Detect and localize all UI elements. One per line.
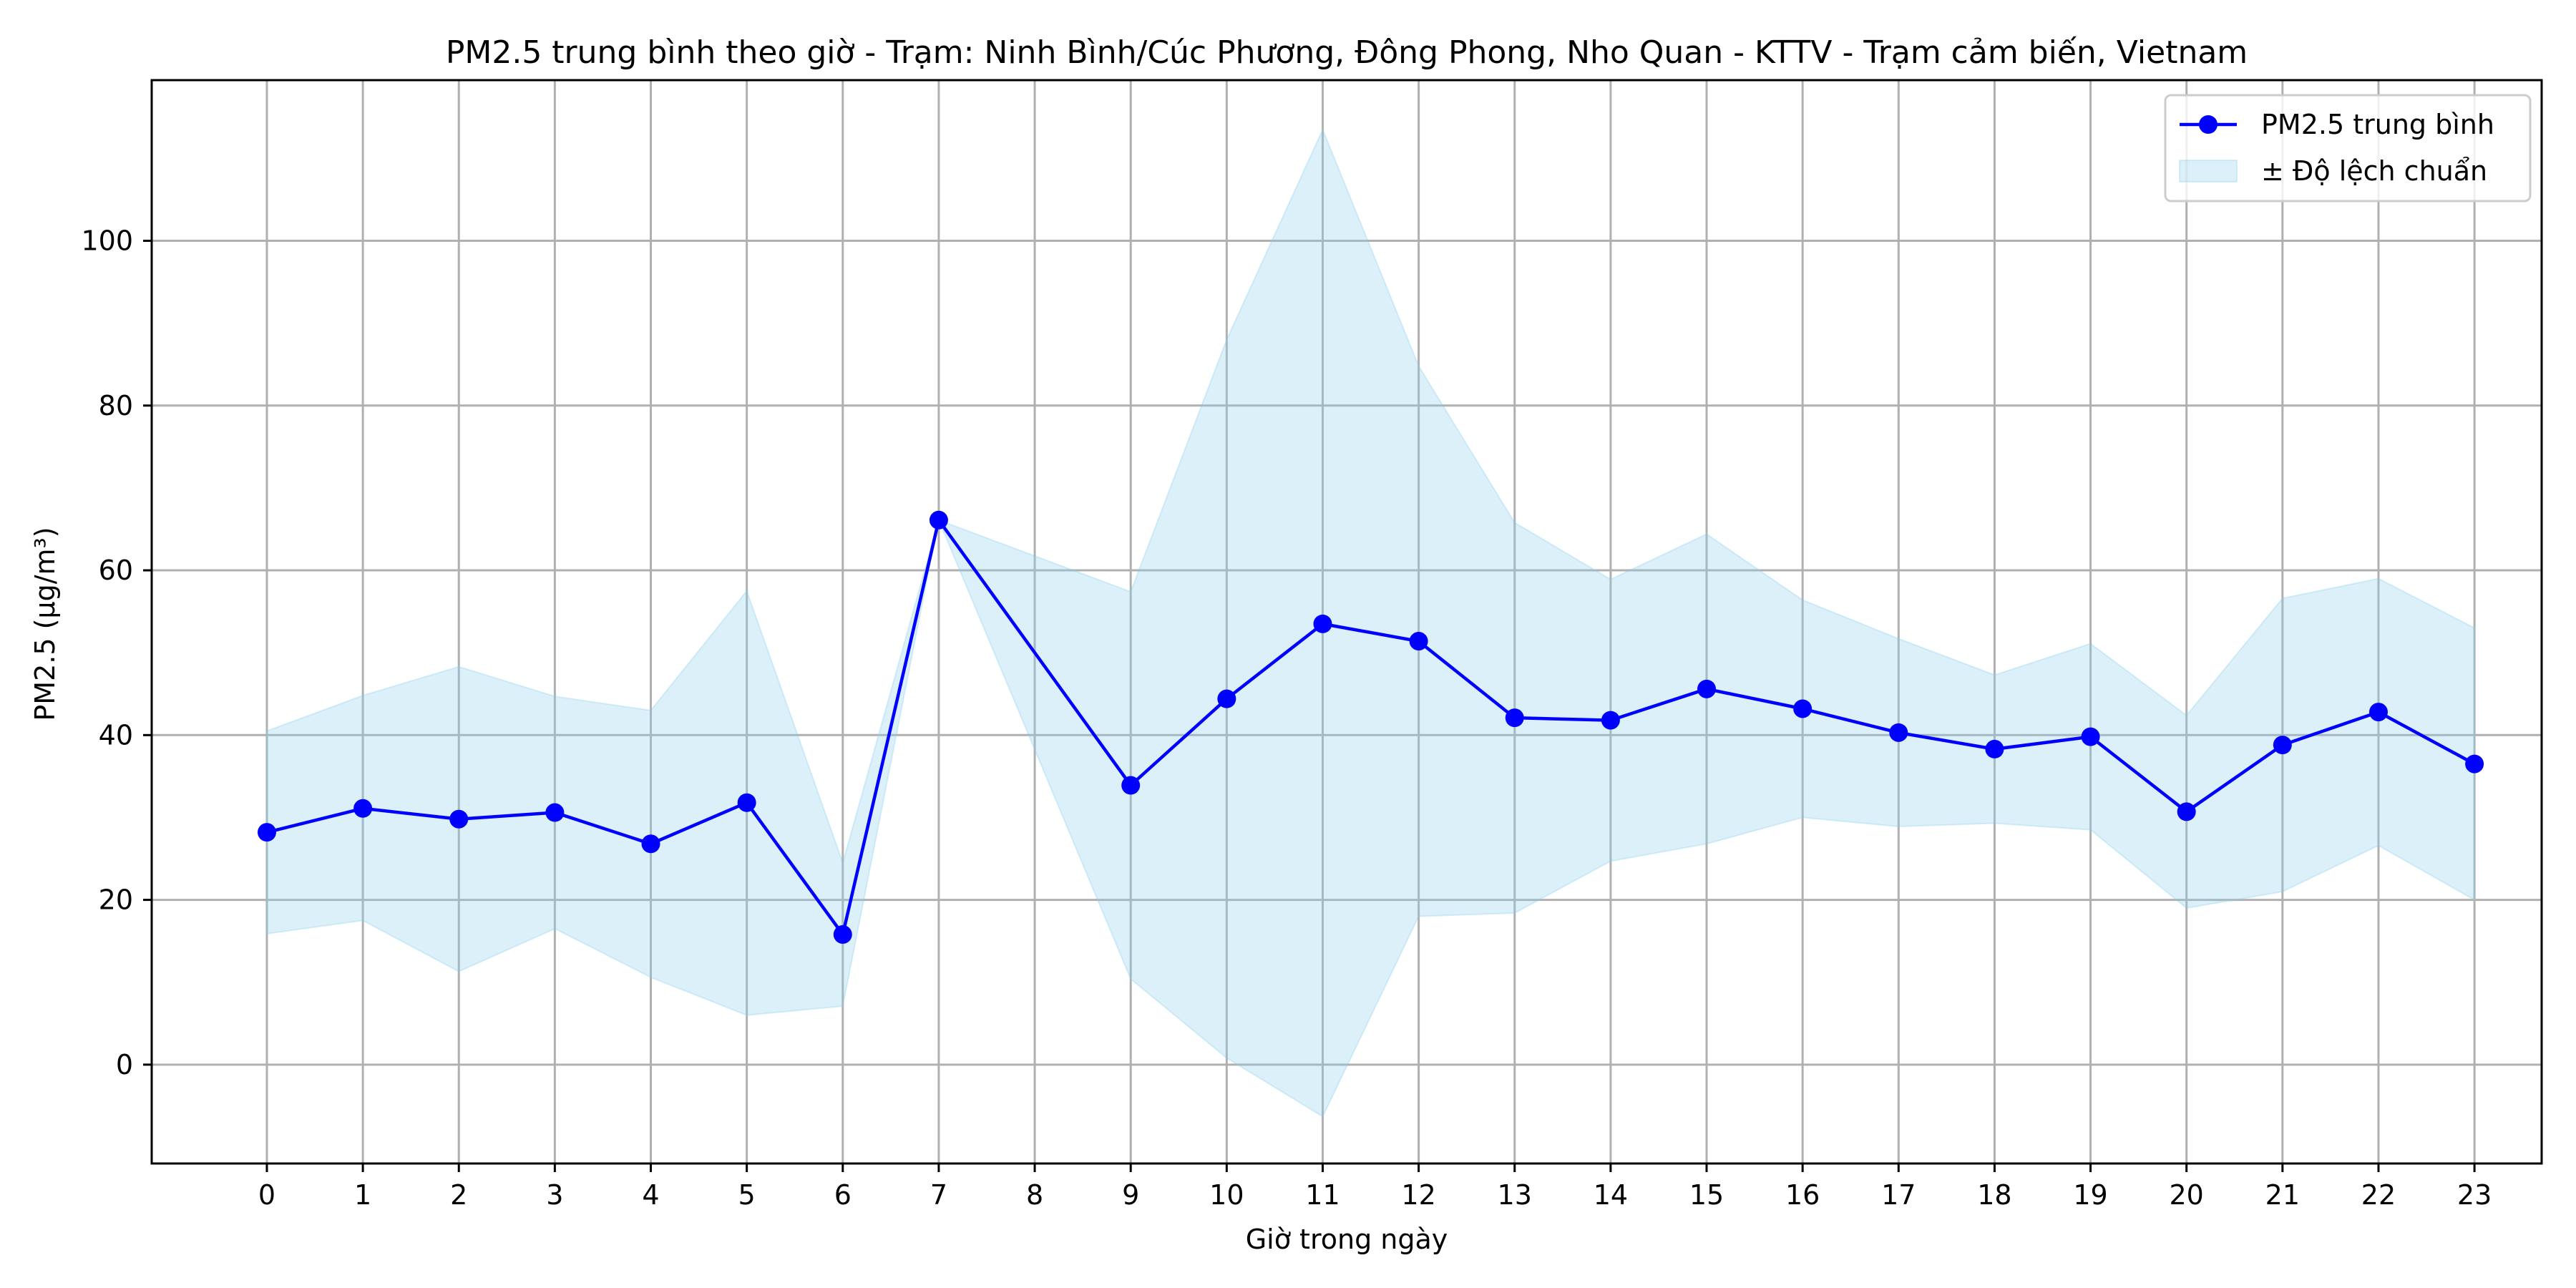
legend-frame xyxy=(2164,94,2532,203)
data-point xyxy=(2465,754,2484,774)
legend-label-mean: PM2.5 trung bình xyxy=(2261,109,2494,140)
data-point xyxy=(1985,739,2004,758)
y-tick-label: 60 xyxy=(99,555,133,586)
x-tick-label: 23 xyxy=(2457,1179,2492,1211)
data-point xyxy=(2177,802,2196,821)
y-axis-label: PM2.5 (µg/m³) xyxy=(29,527,61,721)
data-point xyxy=(2273,736,2292,755)
x-tick-label: 11 xyxy=(1305,1179,1340,1211)
data-point xyxy=(833,924,852,944)
x-tick-label: 21 xyxy=(2265,1179,2300,1211)
data-point xyxy=(2081,727,2100,746)
legend-band-swatch xyxy=(2179,160,2238,182)
x-tick-label: 9 xyxy=(1122,1179,1139,1211)
data-point xyxy=(1793,699,1813,718)
data-point xyxy=(1121,776,1141,795)
data-point xyxy=(1601,711,1620,730)
x-tick-label: 17 xyxy=(1881,1179,1916,1211)
data-point xyxy=(2368,703,2388,722)
x-tick-label: 4 xyxy=(642,1179,659,1211)
std-band-layer xyxy=(266,127,2476,1118)
x-tick-label: 22 xyxy=(2361,1179,2396,1211)
data-point xyxy=(737,793,756,812)
x-tick-label: 18 xyxy=(1977,1179,2011,1211)
data-point xyxy=(1505,708,1524,728)
data-point xyxy=(1697,679,1717,698)
data-point xyxy=(257,823,276,842)
x-tick-label: 0 xyxy=(258,1179,275,1211)
std-band xyxy=(266,127,2476,1118)
data-point xyxy=(353,799,373,818)
series-layer xyxy=(257,510,2484,944)
y-tick-label: 40 xyxy=(99,719,133,751)
x-tick-label: 14 xyxy=(1594,1179,1628,1211)
x-tick-label: 10 xyxy=(1209,1179,1244,1211)
y-tick-label: 80 xyxy=(99,390,133,421)
y-tick-label: 100 xyxy=(81,225,133,257)
data-point xyxy=(1313,614,1332,633)
y-tick-label: 0 xyxy=(116,1049,133,1080)
x-tick-label: 19 xyxy=(2073,1179,2107,1211)
data-point xyxy=(449,809,469,829)
data-point xyxy=(1409,632,1428,651)
legend: PM2.5 trung bình ± Độ lệch chuẩn xyxy=(2164,94,2532,203)
x-tick-label: 20 xyxy=(2170,1179,2204,1211)
x-tick-label: 1 xyxy=(354,1179,371,1211)
plot-frame xyxy=(150,79,2543,1165)
chart-title: PM2.5 trung bình theo giờ - Trạm: Ninh B… xyxy=(446,34,2248,71)
x-tick-label: 6 xyxy=(834,1179,852,1211)
axes-layer: 0 1 2 3 4 5 6 7 8 9 10 11 12 13 14 15 16 17 18 19 20 21 22 2302… xyxy=(81,79,2543,1211)
y-tick-label: 20 xyxy=(99,884,133,916)
data-point xyxy=(545,803,565,822)
data-point xyxy=(1889,723,1908,742)
x-tick-label: 8 xyxy=(1026,1179,1043,1211)
x-tick-label: 12 xyxy=(1401,1179,1435,1211)
legend-marker-swatch xyxy=(2199,115,2218,134)
data-point xyxy=(1217,689,1236,708)
x-tick-label: 15 xyxy=(1689,1179,1724,1211)
x-tick-label: 5 xyxy=(738,1179,756,1211)
x-tick-label: 7 xyxy=(930,1179,947,1211)
data-point xyxy=(641,834,660,854)
x-tick-label: 16 xyxy=(1785,1179,1820,1211)
x-tick-label: 2 xyxy=(450,1179,467,1211)
x-tick-label: 13 xyxy=(1498,1179,1532,1211)
grid-layer xyxy=(152,80,2542,1163)
legend-label-std: ± Độ lệch chuẩn xyxy=(2261,155,2487,187)
data-point xyxy=(929,510,948,530)
x-tick-label: 3 xyxy=(546,1179,563,1211)
x-axis-label: Giờ trong ngày xyxy=(1246,1224,1448,1255)
